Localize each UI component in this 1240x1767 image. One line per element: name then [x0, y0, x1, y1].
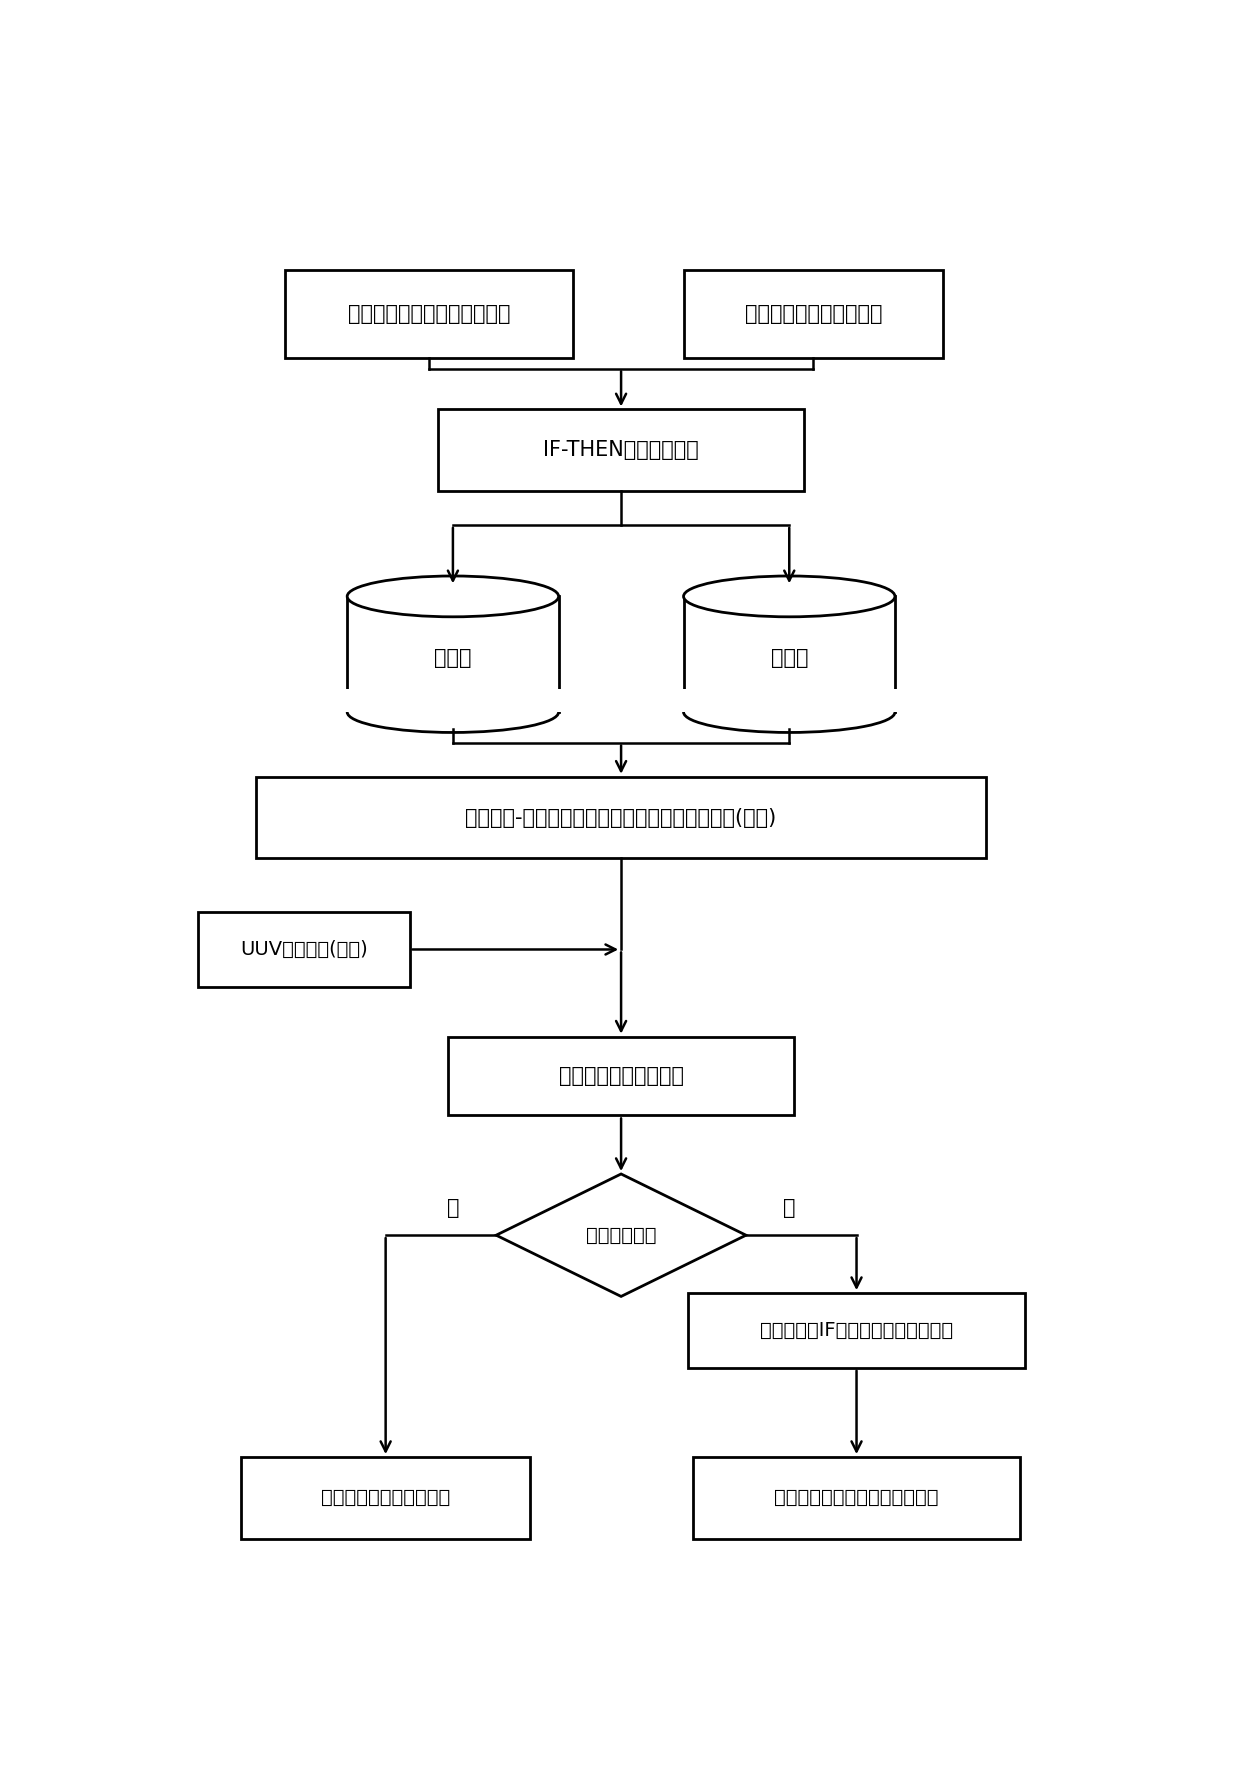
Text: 输出匹配规则对应的行为: 输出匹配规则对应的行为 [321, 1488, 450, 1507]
Text: UUV态势信息(抗原): UUV态势信息(抗原) [241, 940, 368, 959]
Bar [688, 1293, 1024, 1368]
Text: 面向抗原-抗体结合机制的产生式自主行为规则库(抗体): 面向抗原-抗体结合机制的产生式自主行为规则库(抗体) [465, 808, 776, 827]
Text: 是否直接匹配: 是否直接匹配 [585, 1226, 656, 1244]
Text: 计算规则库IF条件部分与抗原相似度: 计算规则库IF条件部分与抗原相似度 [760, 1322, 954, 1339]
Bar [198, 912, 409, 988]
Text: 动作库: 动作库 [770, 648, 808, 668]
Ellipse shape [347, 576, 558, 617]
Ellipse shape [347, 691, 558, 733]
Bar [242, 1458, 529, 1539]
Ellipse shape [683, 691, 895, 733]
Text: 输出相似度最高规则对应的行为: 输出相似度最高规则对应的行为 [774, 1488, 939, 1507]
Polygon shape [496, 1173, 746, 1297]
Text: IF-THEN规则基本形式: IF-THEN规则基本形式 [543, 440, 699, 459]
Text: 知识库: 知识库 [434, 648, 471, 668]
Text: 否: 否 [782, 1198, 796, 1217]
Bar [683, 270, 944, 359]
Text: 是: 是 [446, 1198, 459, 1217]
Bar [285, 270, 573, 359]
Bar [255, 777, 986, 859]
Bar [678, 689, 900, 712]
Text: 产生式规则知识表达原理: 产生式规则知识表达原理 [744, 304, 882, 323]
Text: 抗体与抗原亲和度计算: 抗体与抗原亲和度计算 [558, 1066, 683, 1087]
Bar [448, 1037, 794, 1115]
Bar [683, 597, 895, 712]
Ellipse shape [683, 576, 895, 617]
Text: 生物免疫系统的免疫识别机理: 生物免疫系统的免疫识别机理 [347, 304, 510, 323]
Bar [439, 410, 804, 491]
Bar [342, 689, 563, 712]
Bar [347, 597, 559, 712]
Bar [693, 1458, 1019, 1539]
